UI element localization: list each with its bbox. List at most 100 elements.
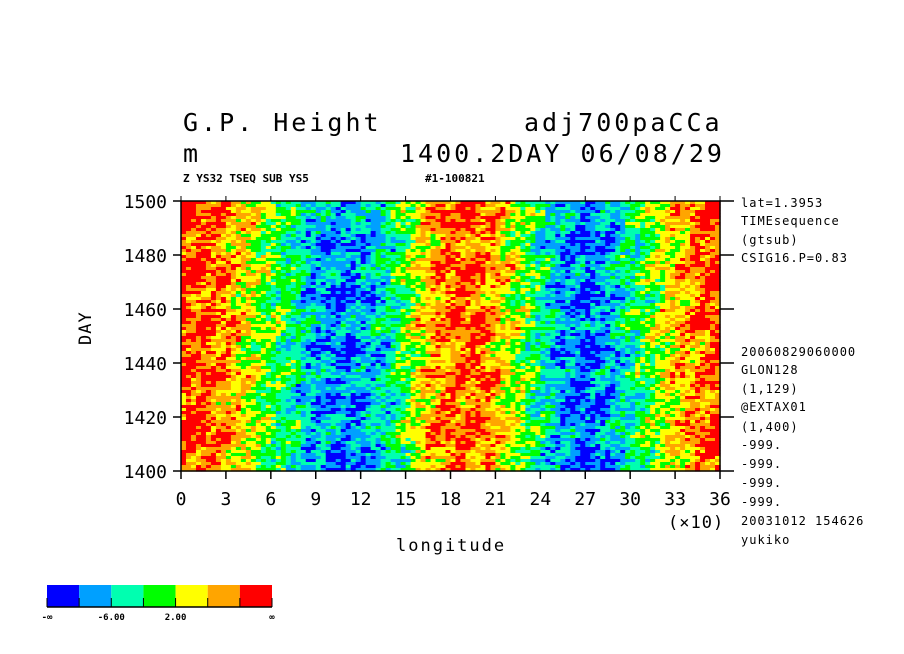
heatmap-cell: [660, 288, 666, 292]
heatmap-cell: [690, 300, 696, 304]
heatmap-cell: [410, 300, 417, 304]
heatmap-cell: [470, 270, 477, 274]
heatmap-cell: [660, 327, 666, 331]
heatmap-cell: [380, 303, 387, 307]
heatmap-cell: [215, 255, 222, 259]
heatmap-cell: [630, 261, 636, 265]
heatmap-cell: [580, 204, 586, 208]
heatmap-cell: [660, 201, 666, 205]
heatmap-cell: [215, 330, 222, 334]
heatmap-cell: [380, 261, 387, 265]
heatmap-cell: [290, 318, 297, 322]
heatmap-cell: [230, 324, 237, 328]
heatmap-cell: [705, 276, 711, 280]
heatmap-cell: [400, 279, 407, 283]
heatmap-cell: [680, 333, 686, 337]
heatmap-cell: [200, 306, 207, 310]
heatmap-cell: [605, 210, 611, 214]
heatmap-cell: [630, 204, 636, 208]
heatmap-cell: [590, 213, 596, 217]
heatmap-cell: [505, 303, 511, 307]
heatmap-cell: [405, 327, 412, 331]
heatmap-cell: [670, 264, 676, 268]
heatmap-cell: [500, 291, 506, 295]
heatmap-cell: [330, 252, 337, 256]
heatmap-cell: [195, 321, 202, 325]
heatmap-cell: [425, 291, 432, 295]
heatmap-cell: [630, 309, 636, 313]
heatmap-cell: [210, 330, 217, 334]
heatmap-cell: [655, 285, 661, 289]
heatmap-cell: [385, 288, 392, 292]
heatmap-cell: [465, 324, 472, 328]
heatmap-cell: [545, 264, 551, 268]
heatmap-cell: [545, 303, 551, 307]
heatmap-cell: [715, 282, 721, 286]
heatmap-cell: [575, 315, 581, 319]
heatmap-cell: [355, 267, 362, 271]
heatmap-cell: [395, 306, 402, 310]
heatmap-cell: [545, 285, 551, 289]
heatmap-cell: [195, 279, 202, 283]
heatmap-cell: [660, 303, 666, 307]
heatmap-cell: [435, 270, 442, 274]
heatmap-cell: [700, 252, 706, 256]
heatmap-cell: [690, 219, 696, 223]
heatmap-cell: [360, 276, 367, 280]
heatmap-cell: [440, 240, 447, 244]
heatmap-cell: [600, 312, 606, 316]
heatmap-cell: [580, 258, 586, 262]
heatmap-cell: [465, 327, 472, 331]
heatmap-cell: [435, 237, 442, 241]
heatmap-cell: [570, 324, 576, 328]
heatmap-cell: [715, 228, 721, 232]
heatmap-cell: [305, 213, 312, 217]
heatmap-cell: [580, 300, 586, 304]
heatmap-cell: [540, 219, 546, 223]
heatmap-cell: [710, 276, 716, 280]
heatmap-cell: [405, 318, 412, 322]
heatmap-cell: [440, 219, 447, 223]
heatmap-cell: [620, 204, 626, 208]
heatmap-cell: [205, 327, 212, 331]
heatmap-cell: [360, 318, 367, 322]
heatmap-cell: [455, 258, 462, 262]
heatmap-cell: [181, 327, 187, 331]
heatmap-cell: [460, 276, 467, 280]
heatmap-cell: [290, 255, 297, 259]
heatmap-cell: [490, 204, 497, 208]
heatmap-cell: [660, 264, 666, 268]
heatmap-cell: [435, 213, 442, 217]
heatmap-cell: [575, 321, 581, 325]
heatmap-cell: [335, 255, 342, 259]
heatmap-cell: [325, 258, 332, 262]
heatmap-cell: [255, 330, 262, 334]
heatmap-cell: [185, 297, 192, 301]
heatmap-cell: [535, 213, 541, 217]
heatmap-cell: [425, 288, 432, 292]
heatmap-cell: [230, 279, 237, 283]
heatmap-cell: [615, 276, 621, 280]
heatmap-cell: [470, 303, 477, 307]
heatmap-cell: [220, 282, 227, 286]
heatmap-cell: [275, 279, 282, 283]
heatmap-cell: [600, 234, 606, 238]
heatmap-cell: [510, 210, 516, 214]
heatmap-cell: [410, 231, 417, 235]
heatmap-cell: [405, 264, 412, 268]
heatmap-cell: [350, 234, 357, 238]
heatmap-cell: [565, 312, 571, 316]
heatmap-cell: [380, 291, 387, 295]
heatmap-cell: [645, 264, 651, 268]
heatmap-cell: [345, 306, 352, 310]
heatmap-cell: [505, 324, 511, 328]
heatmap-cell: [225, 324, 232, 328]
heatmap-cell: [385, 294, 392, 298]
heatmap-cell: [215, 264, 222, 268]
heatmap-cell: [235, 288, 242, 292]
heatmap-cell: [340, 306, 347, 310]
heatmap-cell: [250, 201, 257, 205]
heatmap-cell: [650, 309, 656, 313]
heatmap-cell: [380, 270, 387, 274]
heatmap-cell: [355, 246, 362, 250]
